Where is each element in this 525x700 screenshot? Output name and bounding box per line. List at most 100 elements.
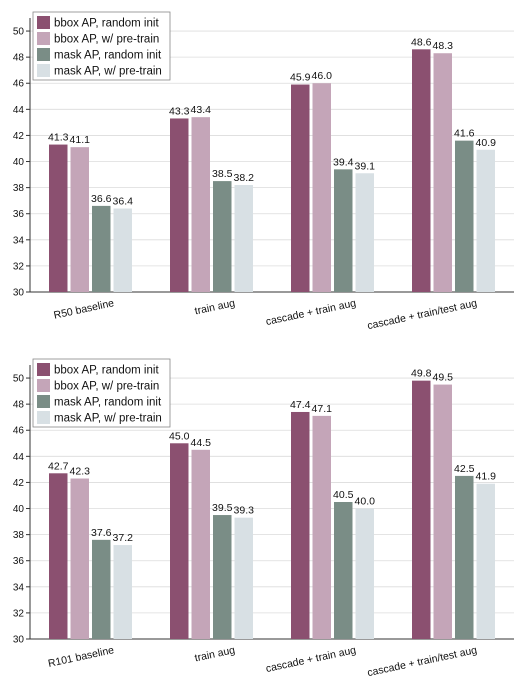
bar-bbox-random-init — [49, 144, 68, 292]
bar-bbox-pretrain — [312, 83, 331, 292]
bar-bbox-random-init — [412, 49, 431, 292]
bar-bbox-pretrain — [70, 147, 89, 292]
y-tick-label: 50 — [13, 374, 25, 385]
data-label: 40.9 — [476, 137, 497, 149]
legend-label: mask AP, random init — [54, 397, 162, 409]
legend-label: bbox AP, w/ pre-train — [54, 34, 159, 46]
data-label: 36.6 — [91, 193, 112, 205]
bar-bbox-pretrain — [70, 478, 89, 639]
legend-label: bbox AP, random init — [54, 18, 159, 30]
data-label: 49.8 — [411, 368, 432, 380]
data-label: 42.5 — [454, 463, 475, 475]
bar-mask-random-init — [334, 502, 353, 639]
legend-box — [32, 11, 171, 81]
y-tick-label: 38 — [13, 183, 25, 194]
y-tick-label: 48 — [13, 53, 25, 64]
bar-mask-pretrain — [234, 517, 253, 639]
data-label: 44.5 — [191, 437, 212, 449]
data-label: 41.3 — [48, 132, 69, 144]
data-label: 37.2 — [113, 532, 134, 544]
legend-label: mask AP, w/ pre-train — [54, 66, 162, 78]
y-tick-label: 46 — [13, 426, 25, 437]
legend-swatch-mask-random-init — [37, 48, 50, 61]
bar-bbox-pretrain — [191, 117, 210, 293]
data-label: 47.4 — [290, 399, 311, 411]
y-tick-label: 40 — [13, 157, 25, 168]
bar-mask-random-init — [92, 205, 111, 292]
bar-bbox-random-init — [170, 118, 189, 292]
category-label: R101 baseline — [47, 644, 115, 670]
data-label: 41.6 — [454, 128, 475, 140]
data-label: 46.0 — [312, 70, 333, 82]
data-label: 45.0 — [169, 430, 190, 442]
data-label: 41.9 — [476, 471, 497, 483]
data-label: 39.5 — [212, 502, 233, 514]
chart-r101: 30 32 34 36 38 40 42 44 46 48 50 42.7 42.3 37.6 37.2 R1… — [13, 358, 514, 679]
bar-bbox-random-init — [291, 411, 310, 639]
category-label: cascade + train aug — [265, 644, 358, 675]
bar-mask-random-init — [213, 515, 232, 639]
data-label: 43.3 — [169, 105, 190, 117]
y-tick-label: 30 — [13, 288, 25, 299]
data-label: 43.4 — [191, 104, 212, 116]
chart-r50: 30 32 34 36 38 40 42 44 46 48 50 41.3 41.1 36.6 36.4 R5… — [13, 11, 514, 332]
category-label: R50 baseline — [53, 297, 116, 322]
data-label: 40.0 — [355, 496, 376, 508]
data-label: 36.4 — [113, 195, 134, 207]
y-tick-label: 44 — [13, 105, 25, 116]
legend: bbox AP, random init bbox AP, w/ pre-trai… — [32, 11, 171, 81]
y-tick-label: 40 — [13, 504, 25, 515]
data-label: 42.3 — [70, 466, 91, 478]
legend-swatch-bbox-random-init — [37, 363, 50, 376]
data-label: 38.2 — [234, 172, 255, 184]
legend-swatch-mask-pretrain — [37, 64, 50, 77]
data-label: 38.5 — [212, 168, 233, 180]
y-tick-label: 32 — [13, 608, 25, 619]
y-tick-label: 38 — [13, 530, 25, 541]
data-label: 40.5 — [333, 489, 354, 501]
y-tick-label: 42 — [13, 131, 25, 142]
y-tick-label: 32 — [13, 261, 25, 272]
y-tick-label: 46 — [13, 79, 25, 90]
y-tick-label: 50 — [13, 27, 25, 38]
bar-mask-pretrain — [476, 149, 495, 292]
data-label: 39.3 — [234, 505, 255, 517]
category-label: train aug — [194, 297, 237, 317]
data-label: 39.1 — [355, 160, 376, 172]
category-label: cascade + train/test aug — [366, 644, 478, 679]
data-label: 42.7 — [48, 460, 69, 472]
data-label: 37.6 — [91, 527, 112, 539]
bar-bbox-pretrain — [433, 53, 452, 292]
y-tick-label: 30 — [13, 635, 25, 646]
y-tick-label: 36 — [13, 209, 25, 220]
bar-mask-random-init — [92, 539, 111, 639]
bar-bbox-random-init — [412, 380, 431, 639]
legend-label: bbox AP, random init — [54, 365, 159, 377]
category-label: train aug — [194, 644, 237, 664]
data-label: 47.1 — [312, 403, 333, 415]
bar-mask-pretrain — [113, 208, 132, 292]
y-tick-label: 48 — [13, 400, 25, 411]
bar-mask-random-init — [455, 140, 474, 292]
bar-mask-random-init — [455, 475, 474, 639]
bar-mask-pretrain — [234, 185, 253, 292]
y-tick-label: 36 — [13, 556, 25, 567]
bar-bbox-random-init — [170, 443, 189, 639]
legend: bbox AP, random init bbox AP, w/ pre-trai… — [32, 358, 171, 428]
data-label: 45.9 — [290, 72, 311, 84]
bar-mask-pretrain — [355, 508, 374, 639]
bar-mask-pretrain — [476, 483, 495, 639]
legend-box — [32, 358, 171, 428]
legend-label: mask AP, w/ pre-train — [54, 413, 162, 425]
legend-label: mask AP, random init — [54, 50, 162, 62]
bar-bbox-random-init — [291, 84, 310, 293]
legend-swatch-bbox-random-init — [37, 16, 50, 29]
bar-bbox-pretrain — [433, 384, 452, 639]
data-label: 39.4 — [333, 156, 354, 168]
data-label: 48.3 — [433, 40, 454, 52]
category-label: cascade + train/test aug — [366, 297, 478, 332]
y-tick-label: 34 — [13, 235, 25, 246]
legend-swatch-bbox-pretrain — [37, 379, 50, 392]
bar-mask-random-init — [213, 181, 232, 292]
